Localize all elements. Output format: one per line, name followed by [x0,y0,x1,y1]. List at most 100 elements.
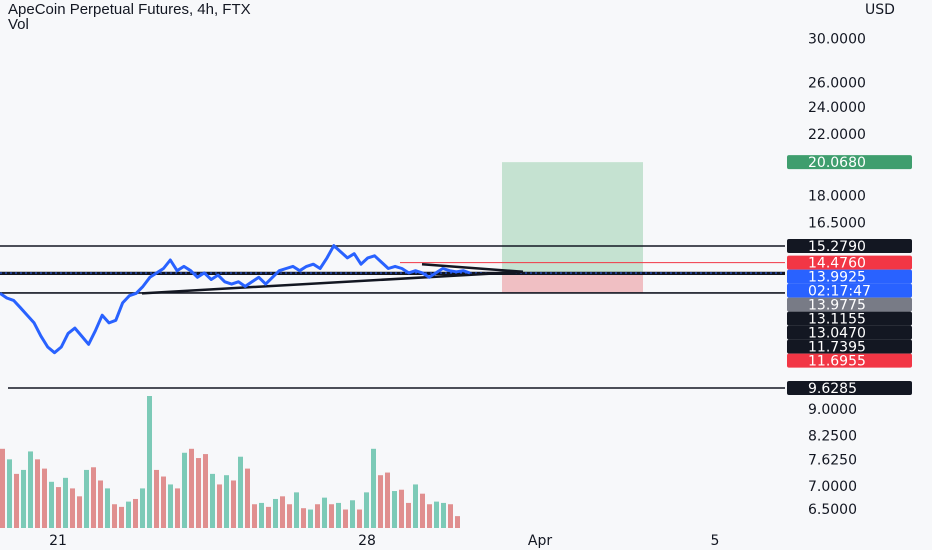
volume-bar [406,502,411,528]
loss-zone [502,273,643,293]
volume-bar [231,480,236,528]
price-label-box [787,255,912,270]
price-tick-label: 16.5000 [808,215,866,231]
volume-bar [294,492,299,528]
price-line [0,244,471,355]
volume-bar [196,458,201,528]
time-tick-label: 21 [49,533,67,549]
price-label-text: 02:17:47 [808,284,871,300]
volume-bar [336,502,341,528]
long-position-tool[interactable] [502,162,643,293]
falling-trendline [421,262,524,274]
volume-bar [287,504,292,528]
price-label-text: 11.7395 [808,340,866,356]
price-axis-labels: 20.0680 15.279014.476013.992502:17:4713.9… [787,155,912,397]
volume-bar [259,502,264,528]
volume-bar [434,501,439,528]
volume-bar [245,468,250,528]
volume-bar [42,468,47,528]
volume-bar [343,509,348,528]
volume-bar [21,469,26,528]
volume-bar [301,508,306,528]
volume-bar [189,448,194,528]
volume-bar [112,504,117,528]
price-label-text: 13.0470 [808,326,866,342]
price-label-box [787,239,912,253]
price-tick-label: 8.2500 [808,429,857,445]
volume-bar [49,481,54,528]
currency-label: USD [865,2,895,18]
price-label-box [787,155,912,170]
volume-bar [350,500,355,528]
volume-bar [385,472,390,528]
volume-bar [378,475,383,528]
triangle-trendlines[interactable] [141,262,524,295]
volume-bar [308,509,313,528]
rising-trendline [141,270,524,295]
volume-bar [322,497,327,528]
price-tick-label: 22.0000 [808,127,866,143]
volume-bar [28,451,33,528]
volume-bar [203,454,208,528]
price-tick-label: 6.5000 [808,502,857,518]
volume-bar [14,473,19,528]
volume-bar [329,504,334,528]
volume-bar [210,473,215,528]
volume-bar [413,484,418,528]
volume-bar [168,484,173,528]
price-tick-label: 26.0000 [808,76,866,92]
volume-bar [7,459,12,528]
volume-bar [175,488,180,528]
volume-bar [161,476,166,528]
volume-bar [441,502,446,528]
volume-bar [266,506,271,528]
volume-bars [0,396,460,528]
volume-bar [252,504,257,528]
volume-bar [364,492,369,528]
volume-bar [392,491,397,528]
volume-bar [273,498,278,528]
volume-bar [84,469,89,528]
price-label-box [787,311,912,326]
support-resistance-lines[interactable] [0,245,785,389]
price-tick-label: 24.0000 [808,100,866,116]
price-label-text: 11.6955 [808,354,866,370]
volume-bar [455,516,460,528]
volume-bar [224,475,229,528]
volume-bar [420,493,425,528]
volume-bar [77,496,82,528]
volume-bar [182,452,187,528]
price-label-text: 13.1155 [808,312,866,328]
price-label-text: 13.9775 [808,298,866,314]
time-axis-band [0,530,932,550]
volume-bar [427,504,432,528]
time-tick-label: Apr [528,533,552,549]
volume-bar [35,459,40,528]
volume-bar [119,506,124,528]
volume-bar [238,456,243,528]
price-label-text: 13.9925 [808,270,866,286]
volume-bar [280,496,285,528]
volume-bar [91,467,96,528]
volume-bar [217,484,222,528]
price-label-box [787,353,912,368]
time-tick-label: 28 [358,533,376,549]
volume-bar [399,489,404,528]
volume-bar [0,448,5,528]
volume-bar [357,509,362,528]
volume-indicator-label: Vol [8,16,29,33]
volume-bar [126,501,131,528]
volume-bar [371,448,376,528]
price-label-text: 15.2790 [808,239,866,255]
price-tick-label: 30.0000 [808,32,866,48]
volume-bar [105,488,110,528]
price-label-box [787,381,912,395]
price-label-box [787,297,912,312]
time-axis[interactable]: 21 28 Apr 5 [0,530,932,550]
price-label-text: 20.0680 [808,155,866,171]
price-label-box [787,339,912,354]
volume-bar [448,504,453,528]
chart-title: ApeCoin Perpetual Futures, 4h, FTX [8,1,251,18]
